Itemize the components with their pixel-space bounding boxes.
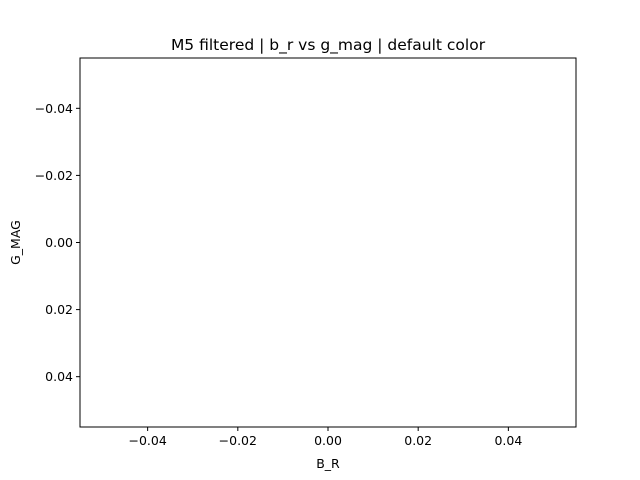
y-tick-label: 0.02 <box>45 302 73 317</box>
x-tick-label: 0.00 <box>314 433 342 448</box>
x-tick-label: 0.02 <box>404 433 432 448</box>
plot-background <box>80 58 576 427</box>
x-tick-label: −0.04 <box>128 433 166 448</box>
x-tick-label: 0.04 <box>494 433 522 448</box>
chart-title: M5 filtered | b_r vs g_mag | default col… <box>171 36 486 55</box>
x-tick-label: −0.02 <box>219 433 257 448</box>
y-tick-label: 0.00 <box>45 235 73 250</box>
plot-frame <box>79 57 577 428</box>
axis-ticks: −0.04 −0.02 0.00 0.02 0.04 −0.04 −0.02 0.00 0.02… <box>35 101 523 448</box>
y-tick-label: −0.04 <box>35 101 73 116</box>
y-axis-label: G_MAG <box>8 220 23 265</box>
x-axis-label: B_R <box>316 456 340 471</box>
y-tick-label: 0.04 <box>45 369 73 384</box>
plot-area: −0.04 −0.02 0.00 0.02 0.04 −0.04 −0.02 0.00 0.02… <box>35 57 577 448</box>
y-tick-label: −0.02 <box>35 168 73 183</box>
